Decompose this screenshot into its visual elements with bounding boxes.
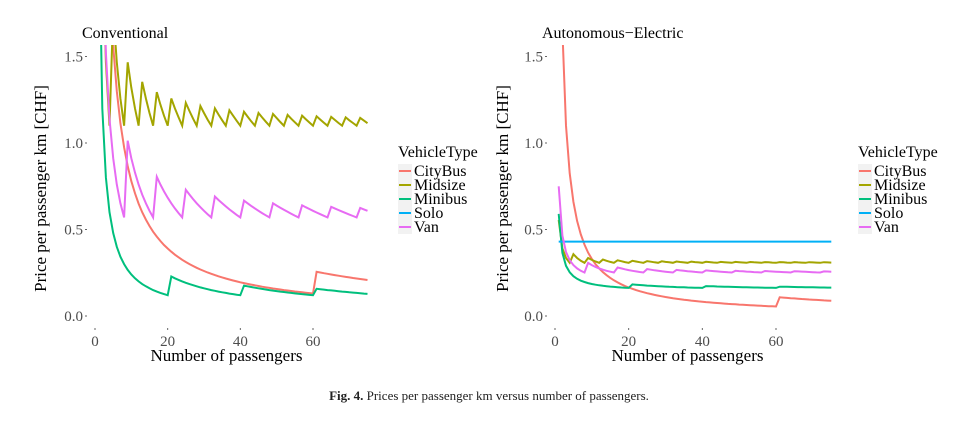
x-tick-label: 40 xyxy=(695,334,710,350)
legend-label: Van xyxy=(874,219,899,236)
legend-label: CityBus xyxy=(874,163,926,180)
x-tick-label: 40 xyxy=(233,334,248,350)
x-axis-label: Number of passengers xyxy=(611,346,763,365)
y-tick-label: 0.0 xyxy=(524,309,543,325)
y-tick-label: 0.5 xyxy=(524,223,543,239)
y-tick-label: 0.5 xyxy=(64,223,83,239)
caption-text: Prices per passenger km versus number of… xyxy=(366,388,649,403)
y-tick-label: 1.0 xyxy=(524,136,543,152)
legend-label: Midsize xyxy=(874,177,926,194)
caption-label: Fig. 4. xyxy=(329,388,364,403)
legend-label: Van xyxy=(414,219,439,236)
series-line-citybus xyxy=(112,45,368,295)
legend-title: VehicleType xyxy=(398,144,478,161)
legend-label: Minibus xyxy=(414,191,467,208)
series-line-minibus xyxy=(557,213,832,289)
x-tick-label: 20 xyxy=(621,334,636,350)
legend-label: Solo xyxy=(874,205,903,222)
legend-label: Midsize xyxy=(414,177,466,194)
series-line-van xyxy=(104,45,368,221)
series-line-midsize xyxy=(104,45,369,130)
x-axis-label: Number of passengers xyxy=(150,346,302,365)
y-tick-label: 1.5 xyxy=(64,50,83,66)
x-tick-label: 60 xyxy=(306,334,321,350)
series-line-minibus xyxy=(100,45,368,297)
series-line-van xyxy=(557,186,832,274)
x-tick-label: 0 xyxy=(551,334,559,350)
y-tick-label: 1.5 xyxy=(524,50,543,66)
series-line-midsize xyxy=(557,219,832,265)
x-tick-label: 20 xyxy=(160,334,175,350)
y-tick-label: 1.0 xyxy=(64,136,83,152)
panel-title: Autonomous−Electric xyxy=(542,25,683,42)
legend-label: Solo xyxy=(414,205,443,222)
figure-caption: Fig. 4. Prices per passenger km versus n… xyxy=(0,388,978,404)
legend-label: Minibus xyxy=(874,191,927,208)
x-tick-label: 0 xyxy=(91,334,99,350)
x-tick-label: 60 xyxy=(769,334,784,350)
legend-label: CityBus xyxy=(414,163,466,180)
panel-title: Conventional xyxy=(82,25,169,42)
series-line-citybus xyxy=(561,45,832,308)
y-tick-label: 0.0 xyxy=(64,309,83,325)
y-axis-label: Price per passenger km [CHF] xyxy=(493,85,512,292)
y-axis-label: Price per passenger km [CHF] xyxy=(31,85,50,292)
legend-title: VehicleType xyxy=(858,144,938,161)
